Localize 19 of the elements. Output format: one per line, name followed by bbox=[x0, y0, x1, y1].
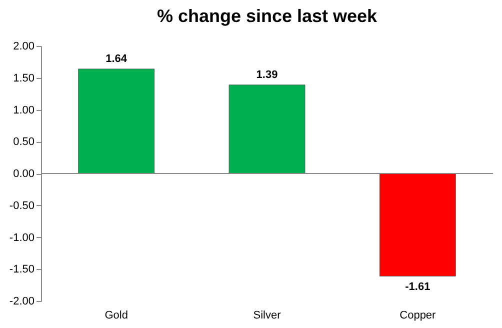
chart-title: % change since last week bbox=[156, 6, 378, 26]
x-tick-label: Copper bbox=[400, 310, 436, 322]
bar bbox=[379, 173, 456, 276]
y-tick-label: 0.00 bbox=[13, 168, 34, 180]
y-tick-label: 1.00 bbox=[13, 104, 34, 116]
y-tick-label: 2.00 bbox=[13, 40, 34, 52]
x-tick-label: Silver bbox=[253, 310, 282, 322]
bar bbox=[78, 68, 155, 174]
bar bbox=[228, 84, 306, 174]
data-label: -1.61 bbox=[405, 281, 430, 294]
x-tick-label: Gold bbox=[104, 310, 128, 322]
y-tick-label: -2.00 bbox=[9, 296, 34, 308]
y-tick-label: 1.50 bbox=[13, 72, 34, 84]
data-label: 1.64 bbox=[106, 52, 128, 65]
y-tick-label: -0.50 bbox=[9, 200, 34, 212]
y-tick-label: -1.50 bbox=[9, 264, 34, 276]
y-tick-label: -1.00 bbox=[9, 232, 34, 244]
y-tick-label: 0.50 bbox=[13, 136, 34, 148]
data-label: 1.39 bbox=[256, 68, 278, 81]
